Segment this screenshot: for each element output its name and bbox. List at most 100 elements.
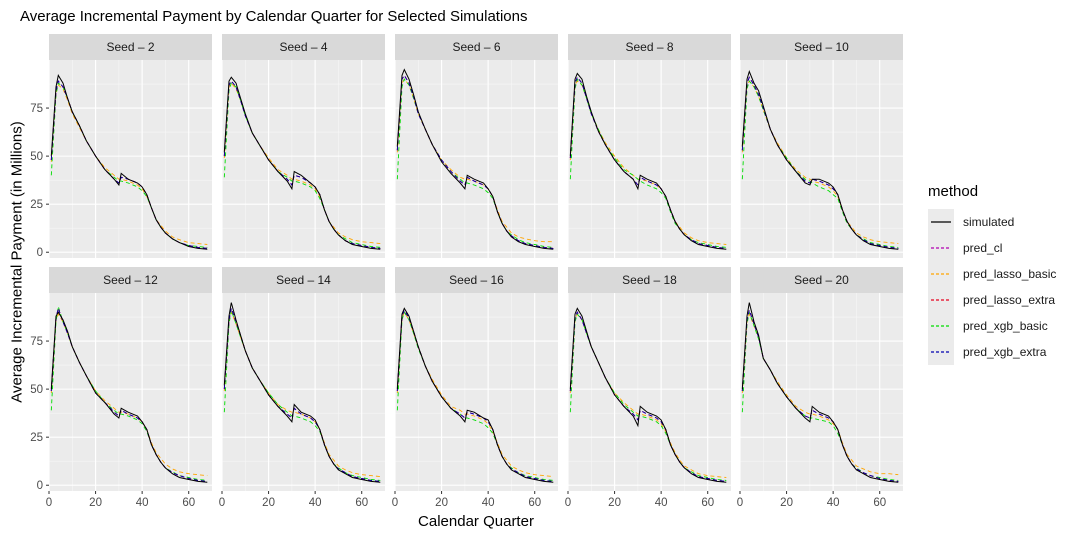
series-line-simulated [50, 311, 208, 483]
series-line-simulated [741, 69, 899, 250]
facet-strip [395, 267, 558, 293]
legend-title: method [928, 183, 979, 200]
series-line-pred_xgb_basic [741, 80, 899, 248]
facet-strip-label: Seed – 10 [794, 40, 849, 54]
series-line-pred_lasso_basic [396, 78, 554, 243]
x-tick-label: 0 [46, 497, 52, 509]
facet-strip [740, 267, 903, 293]
legend-key [928, 209, 954, 235]
legend-item-pred_lasso_extra: pred_lasso_extra [928, 287, 1068, 313]
y-tick-label: 50 [30, 151, 43, 163]
panel-background [222, 60, 385, 258]
y-tick-label: 0 [37, 247, 43, 259]
legend-key-swatch [931, 273, 951, 275]
x-tick-label: 40 [136, 497, 149, 509]
facet-panel-5: Seed – 10 [739, 34, 903, 258]
facet-strip [222, 34, 385, 60]
chart-title: Average Incremental Payment by Calendar … [20, 8, 528, 25]
legend-label: pred_xgb_basic [963, 319, 1048, 333]
facet-panel-10: Seed – 20 0 20 40 60 [737, 267, 903, 509]
x-tick-label: 20 [608, 497, 621, 509]
x-tick-label: 60 [873, 497, 886, 509]
legend-key [928, 313, 954, 339]
legend-key-swatch [931, 221, 951, 223]
x-tick-label: 60 [182, 497, 195, 509]
series-line-pred_xgb_extra [741, 76, 899, 249]
facet-panel-9: Seed – 18 0 20 40 60 [565, 267, 731, 509]
x-tick-label: 60 [701, 497, 714, 509]
panel-background [49, 60, 212, 258]
x-tick-label: 0 [565, 497, 571, 509]
legend-key [928, 235, 954, 261]
x-tick-label: 60 [355, 497, 368, 509]
legend-key [928, 261, 954, 287]
panel-background [395, 60, 558, 258]
x-tick-label: 40 [482, 497, 495, 509]
legend-items: simulated pred_cl pred_lasso_basic pred_las… [928, 209, 1068, 365]
panel-background [740, 60, 903, 258]
facet-strip-label: Seed – 4 [279, 40, 327, 54]
facet-panel-1: Seed – 2 0 25 50 75 [30, 34, 212, 259]
legend-key [928, 287, 954, 313]
facet-panel-7: Seed – 14 0 20 40 60 [219, 267, 385, 509]
legend-item-pred_xgb_extra: pred_xgb_extra [928, 339, 1068, 365]
facet-strip [222, 267, 385, 293]
series-line-pred_xgb_basic [223, 82, 381, 248]
facet-panel-8: Seed – 16 0 20 40 60 [392, 267, 558, 509]
x-tick-label: 40 [827, 497, 840, 509]
series-line-simulated [396, 307, 554, 483]
y-tick-label: 25 [30, 432, 43, 444]
legend-label: simulated [963, 215, 1015, 229]
y-axis-label: Average Incremental Payment (in Millions… [8, 121, 26, 403]
facet-strip-label: Seed – 8 [625, 40, 673, 54]
y-tick-label: 25 [30, 199, 43, 211]
facet-strip [740, 34, 903, 60]
facet-panel-6: Seed – 12 0 20 40 60 0 25 50 75 [30, 267, 212, 509]
x-tick-label: 0 [737, 497, 743, 509]
y-tick-label: 50 [30, 384, 43, 396]
x-tick-label: 0 [219, 497, 225, 509]
facet-strip [49, 267, 212, 293]
series-line-pred_xgb_extra [569, 76, 727, 249]
legend-label: pred_lasso_basic [963, 267, 1057, 281]
legend-item-pred_lasso_basic: pred_lasso_basic [928, 261, 1068, 287]
y-tick-label: 75 [30, 103, 43, 115]
series-line-simulated [569, 307, 727, 483]
legend-label: pred_xgb_extra [963, 345, 1047, 359]
legend-label: pred_cl [963, 241, 1003, 255]
x-axis-label: Calendar Quarter [418, 513, 534, 530]
panel-background [740, 293, 903, 491]
facet-panel-3: Seed – 6 [394, 34, 558, 258]
facet-panel-4: Seed – 8 [567, 34, 731, 258]
facet-strip-label: Seed – 20 [794, 273, 849, 287]
series-line-pred_lasso_basic [50, 84, 208, 245]
series-line-simulated [223, 302, 381, 483]
facet-strip [568, 34, 731, 60]
panel-background [222, 293, 385, 491]
legend-key-swatch [931, 299, 951, 301]
facet-strip-label: Seed – 12 [103, 273, 158, 287]
x-tick-label: 40 [655, 497, 668, 509]
legend-item-pred_xgb_basic: pred_xgb_basic [928, 313, 1068, 339]
facet-strip-label: Seed – 16 [449, 273, 504, 287]
facet-strip [568, 267, 731, 293]
series-line-pred_lasso_basic [569, 80, 727, 245]
facet-strip [395, 34, 558, 60]
facet-strip [49, 34, 212, 60]
x-tick-label: 20 [89, 497, 102, 509]
panel-background [568, 60, 731, 258]
series-line-pred_xgb_basic [396, 78, 554, 248]
x-tick-label: 60 [528, 497, 541, 509]
facet-strip-label: Seed – 6 [452, 40, 500, 54]
legend-key-swatch [931, 325, 951, 327]
legend-key-swatch [931, 247, 951, 249]
legend-key [928, 339, 954, 365]
x-tick-label: 0 [392, 497, 398, 509]
series-line-simulated [741, 302, 899, 483]
panel-background [49, 293, 212, 491]
facet-strip-label: Seed – 2 [106, 40, 154, 54]
x-tick-label: 40 [309, 497, 322, 509]
x-tick-label: 20 [780, 497, 793, 509]
x-tick-label: 20 [262, 497, 275, 509]
